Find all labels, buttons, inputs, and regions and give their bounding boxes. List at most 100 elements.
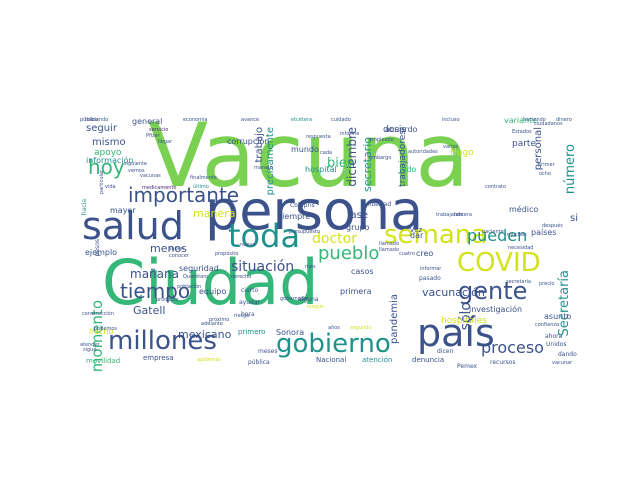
cloud-word: población: [177, 284, 202, 290]
cloud-word: llamado: [379, 241, 400, 247]
cloud-word: mexicano: [178, 328, 232, 341]
cloud-word: habiando: [85, 117, 109, 123]
cloud-word: COVID: [457, 248, 541, 278]
cloud-word: pesos: [94, 239, 101, 257]
cloud-word: situación: [231, 259, 295, 275]
cloud-word: Unidos: [546, 341, 567, 348]
cloud-word: confianza: [535, 322, 560, 328]
cloud-word: pueblo: [318, 243, 380, 264]
cloud-word: ayudar: [239, 299, 260, 306]
cloud-word: hoy: [88, 155, 125, 179]
cloud-word: atender: [80, 342, 100, 348]
cloud-word: etcétera: [291, 117, 313, 123]
cloud-word: gente: [458, 277, 528, 305]
cloud-word: muchas: [507, 232, 527, 238]
cloud-word: derecho: [231, 274, 252, 280]
cloud-word: grupo: [346, 223, 370, 232]
cloud-word: hacia: [81, 199, 88, 216]
cloud-word: primer: [538, 162, 555, 168]
cloud-word: mañana: [130, 267, 179, 281]
cloud-word: embargo: [369, 155, 392, 161]
cloud-word: economía: [183, 117, 208, 123]
cloud-word: vacunas: [140, 173, 161, 179]
cloud-word: podemos: [94, 326, 118, 332]
cloud-word: Ciudad: [102, 246, 319, 319]
cloud-word: creo: [416, 249, 434, 258]
cloud-word: país: [417, 311, 495, 355]
cloud-word: mundo: [291, 145, 319, 154]
cloud-word: autoridades: [408, 149, 438, 155]
cloud-word: público: [80, 117, 99, 123]
cloud-word: mes: [305, 264, 316, 270]
cloud-word: gobierno: [276, 329, 391, 359]
cloud-word: dosis: [383, 125, 407, 135]
cloud-word: información: [86, 156, 134, 165]
cloud-word: cuatro: [399, 251, 415, 257]
cloud-word: atención: [362, 356, 393, 364]
cloud-word: sino: [570, 213, 578, 224]
cloud-word: sido: [400, 165, 417, 174]
cloud-word: Nacional: [316, 356, 347, 364]
cloud-word: informe: [340, 131, 360, 137]
cloud-word: empresa: [143, 354, 174, 362]
cloud-word: tiempo: [120, 279, 191, 303]
cloud-word: recursos: [490, 359, 516, 366]
cloud-word: manejo: [254, 165, 273, 171]
cloud-word: seguir: [86, 123, 117, 134]
cloud-word: paciente: [482, 229, 504, 235]
cloud-word: asunto: [544, 312, 572, 321]
cloud-word: nueva: [240, 242, 256, 248]
cloud-word: apoyo: [94, 148, 122, 158]
cloud-word: Estados: [512, 129, 532, 135]
cloud-word: cuidado: [331, 117, 351, 123]
cloud-word: pandemia: [389, 294, 400, 344]
cloud-word: alguna: [298, 296, 319, 303]
cloud-word: ahora: [545, 333, 563, 340]
cloud-word: siempre: [278, 212, 311, 221]
cloud-word: Sonora: [276, 328, 305, 337]
cloud-word: medicamento: [142, 185, 177, 191]
cloud-word: millones: [108, 326, 217, 356]
cloud-word: equipo: [199, 287, 227, 296]
cloud-word: secretaria: [506, 279, 531, 285]
cloud-word: meses: [258, 348, 278, 355]
cloud-word: corrupción: [227, 137, 270, 146]
cloud-word: salud: [82, 204, 184, 248]
cloud-word: trabajadores: [398, 130, 408, 187]
cloud-word: particular: [99, 170, 105, 195]
cloud-word: producto: [156, 297, 179, 303]
cloud-word: adelante: [201, 321, 223, 327]
cloud-word: pasado: [419, 275, 441, 282]
cloud-word: semana: [384, 220, 488, 250]
cloud-word: países: [531, 228, 557, 237]
cloud-word: menos: [150, 242, 187, 255]
cloud-word: manera: [193, 207, 236, 220]
cloud-word: segundo: [350, 325, 372, 331]
cloud-word: casos: [351, 267, 374, 276]
cloud-word: variante: [504, 116, 538, 125]
cloud-word: cierto: [241, 287, 259, 294]
cloud-word: pueden: [467, 226, 528, 245]
cloud-word: parte: [512, 139, 536, 149]
cloud-word: Vacuna: [148, 104, 470, 207]
cloud-word: ejemplo: [85, 248, 118, 257]
cloud-word: hecho: [89, 327, 114, 336]
cloud-word: mismo: [92, 137, 126, 148]
cloud-word: médico: [509, 205, 539, 214]
cloud-word: importante: [128, 183, 240, 207]
cloud-word: Secretaría: [557, 270, 572, 337]
cloud-word: haciendo: [523, 117, 546, 123]
cloud-word: dicen: [437, 348, 454, 355]
cloud-word: siguiente: [124, 161, 148, 167]
cloud-word: próximo: [209, 317, 230, 323]
cloud-word: denuncia: [412, 356, 445, 364]
cloud-word: años: [328, 325, 340, 331]
cloud-word: fase: [347, 210, 369, 221]
cloud-word: propósito: [215, 251, 239, 257]
cloud-word: tercera: [454, 212, 472, 218]
cloud-word: ningún: [307, 304, 325, 310]
cloud-word: movilidad: [86, 357, 121, 365]
cloud-word: último: [193, 184, 209, 190]
cloud-word: incluso: [442, 117, 460, 123]
cloud-word: sigue: [83, 347, 97, 353]
